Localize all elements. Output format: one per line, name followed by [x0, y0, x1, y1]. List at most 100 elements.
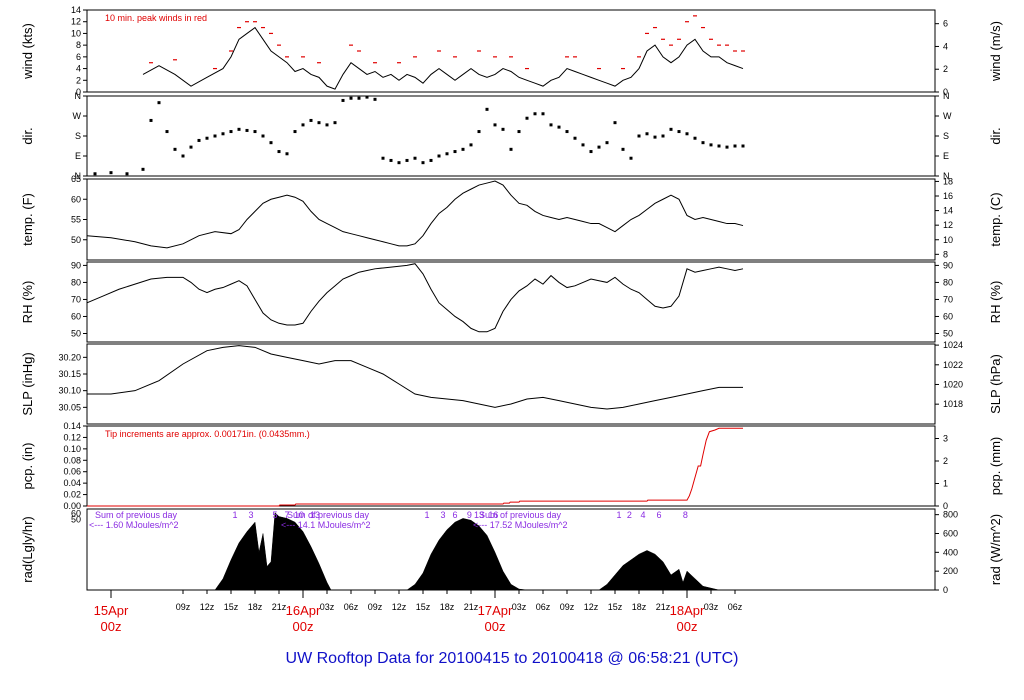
rh-ylabel-right: RH (%) — [988, 281, 1003, 324]
temp-ylabel-right: temp. (C) — [988, 192, 1003, 246]
temp-ytick-label: 60 — [71, 194, 81, 204]
dir-point — [597, 145, 601, 149]
day-label-top: 18Apr — [670, 603, 705, 618]
dir-point — [181, 154, 185, 158]
pcp-ytick-label: 0.06 — [63, 467, 81, 477]
wind-ytick-label: 12 — [71, 17, 81, 27]
dir-point — [341, 98, 345, 102]
rad-hour-mark: 1 — [616, 510, 621, 520]
x-tick-label: 18z — [632, 602, 647, 612]
temp-ytick-label: 50 — [71, 235, 81, 245]
temp-frame — [86, 178, 936, 261]
dir-point — [613, 121, 617, 125]
dir-point — [685, 132, 689, 136]
dir-ytick-label: N — [75, 171, 82, 181]
pcp-ylabel-right: pcp. (mm) — [988, 437, 1003, 496]
dir-point — [477, 130, 481, 134]
dir-point — [293, 130, 297, 134]
rad-hour-mark: 9 — [467, 510, 472, 520]
wind-ytick-label: 8 — [76, 40, 81, 50]
dir-point — [333, 121, 337, 125]
dir-ytick-right-label: S — [943, 131, 949, 141]
dir-point — [109, 171, 113, 175]
dir-point — [557, 125, 561, 129]
dir-point — [149, 118, 153, 122]
rad-hour-mark: 10 — [294, 510, 304, 520]
wind-ylabel-right: wind (m/s) — [988, 21, 1003, 82]
dir-point — [381, 156, 385, 160]
rh-ytick-label: 80 — [71, 277, 81, 287]
temp-ytick-label: 55 — [71, 215, 81, 225]
dir-point — [445, 152, 449, 156]
dir-point — [501, 127, 505, 131]
wind-frame — [86, 9, 936, 93]
rad-ylabel-right: rad (W/m^2) — [988, 514, 1003, 585]
slp-ytick-right-label: 1018 — [943, 399, 963, 409]
rad-ytick-right-label: 400 — [943, 547, 958, 557]
x-tick-label: 15z — [224, 602, 239, 612]
dir-ytick-right-label: E — [943, 151, 949, 161]
dir-point — [573, 136, 577, 140]
dir-point — [589, 150, 593, 154]
dir-point — [541, 112, 545, 116]
x-tick-label: 06z — [344, 602, 359, 612]
day-label-top: 16Apr — [286, 603, 321, 618]
x-tick-label: 06z — [728, 602, 743, 612]
dir-point — [629, 156, 633, 160]
dir-ytick-right-label: N — [943, 171, 950, 181]
dir-point — [701, 141, 705, 145]
dir-point — [285, 152, 289, 156]
wind-ytick-label: 4 — [76, 64, 81, 74]
rad-day-note-line1: Sum of previous day — [479, 510, 562, 520]
pcp-ytick-label: 0.02 — [63, 490, 81, 500]
dir-point — [653, 135, 657, 139]
pcp-ytick-label: 0.12 — [63, 432, 81, 442]
wind-ytick-label: 0 — [76, 87, 81, 97]
dir-ytick-right-label: N — [943, 91, 950, 101]
x-tick-label: 21z — [464, 602, 479, 612]
day-label-bottom: 00z — [677, 619, 698, 634]
dir-point — [621, 147, 625, 151]
dir-point — [365, 95, 369, 99]
rad-day-note-line2: <--- 17.52 MJoules/m^2 — [473, 520, 568, 530]
dir-ytick-label: N — [75, 91, 82, 101]
dir-ylabel-left: dir. — [20, 127, 35, 144]
x-tick-label: 15z — [416, 602, 431, 612]
dir-point — [677, 130, 681, 134]
rh-ytick-right-label: 60 — [943, 311, 953, 321]
rad-ytick-right-label: 600 — [943, 528, 958, 538]
rad-ytick-right-label: 200 — [943, 566, 958, 576]
dir-point — [493, 123, 497, 127]
rad-hour-mark: 16 — [488, 510, 498, 520]
temp-ytick-right-label: 16 — [943, 191, 953, 201]
pcp-ytick-label: 0.00 — [63, 501, 81, 511]
rad-hour-mark: 13 — [310, 510, 320, 520]
wind-ytick-label: 6 — [76, 52, 81, 62]
dir-ytick-label: E — [75, 151, 81, 161]
rad-ytick-right-label: 0 — [943, 585, 948, 595]
pcp-ytick-right-label: 1 — [943, 479, 948, 489]
rh-frame — [86, 261, 936, 343]
rad-area — [214, 512, 743, 591]
dir-point — [461, 147, 465, 151]
rh-ytick-label: 60 — [71, 311, 81, 321]
dir-point — [661, 134, 665, 138]
dir-point — [157, 101, 161, 105]
x-tick-label: 09z — [560, 602, 575, 612]
dir-point — [725, 145, 729, 149]
dir-point — [261, 134, 265, 138]
rad-hour-mark: 2 — [627, 510, 632, 520]
slp-ytick-right-label: 1022 — [943, 360, 963, 370]
temp-ytick-right-label: 10 — [943, 235, 953, 245]
day-label-top: 15Apr — [94, 603, 129, 618]
dir-point — [693, 136, 697, 140]
wind-annotation: 10 min. peak winds in red — [105, 13, 207, 23]
temp-ytick-right-label: 8 — [943, 249, 948, 259]
dir-ytick-label: W — [73, 111, 82, 121]
slp-ytick-right-label: 1020 — [943, 379, 963, 389]
wind-ytick-right-label: 6 — [943, 19, 948, 29]
x-tick-label: 12z — [200, 602, 215, 612]
slp-ytick-label: 30.15 — [58, 369, 81, 379]
day-label-bottom: 00z — [101, 619, 122, 634]
dir-point — [485, 107, 489, 111]
